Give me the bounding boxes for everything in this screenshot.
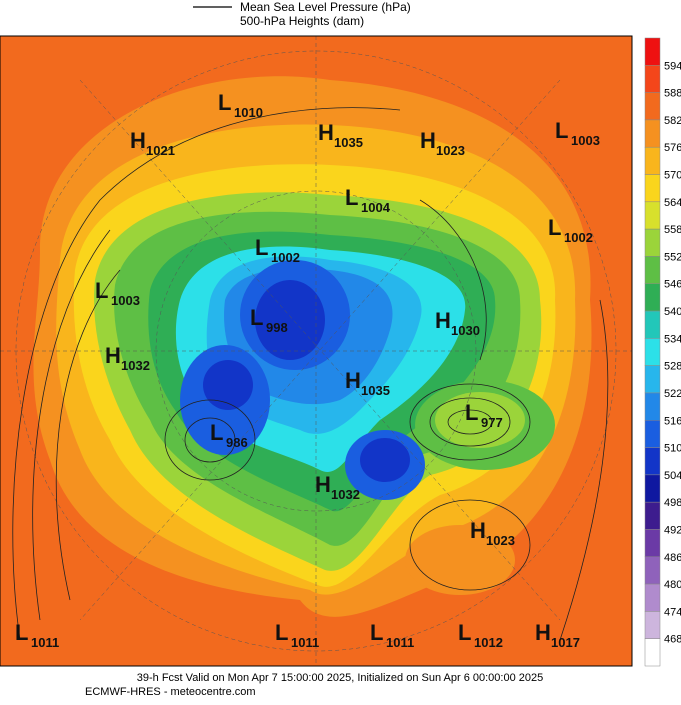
center-letter: L [218,90,231,115]
center-pressure: 1023 [436,143,465,158]
map-frame [0,35,633,667]
center-letter: L [465,400,478,425]
colorbar-swatch [644,420,661,448]
colorbar-tick-label: 594 [664,60,681,72]
colorbar-swatch [644,65,661,93]
colorbar-swatch [644,447,661,476]
colorbar-tick-label: 540 [664,306,681,318]
center-pressure: 1032 [331,487,360,502]
colorbar-tick-label: 486 [664,552,681,564]
colorbar-tick-label: 492 [664,524,681,536]
colorbar-tick-label: 546 [664,279,681,291]
center-letter: L [548,215,561,240]
colorbar-swatch [644,310,661,339]
colorbar-swatch [644,638,661,667]
colorbar-swatch [644,338,661,366]
map [0,36,632,666]
center-letter: H [535,620,551,645]
colorbar-tick-label: 510 [664,443,681,455]
center-letter: H [105,343,121,368]
colorbar-tick-label: 498 [664,497,681,509]
colorbar-swatch [644,174,661,203]
colorbar-swatch [644,228,661,257]
center-pressure: 1002 [271,250,300,265]
colorbar-swatch [644,474,661,503]
colorbar-swatch [644,611,661,639]
center-letter: H [318,120,334,145]
colorbar-tick-label: 558 [664,224,681,236]
center-pressure: 1021 [146,143,175,158]
colorbar-tick-label: 522 [664,388,681,400]
colorbar-tick-label: 564 [664,197,681,209]
center-letter: L [210,420,223,445]
center-pressure: 1010 [234,105,263,120]
center-pressure: 977 [481,415,503,430]
colorbar-tick-label: 480 [664,579,681,591]
legend-text: Mean Sea Level Pressure (hPa) [240,0,411,14]
colorbar-swatch [644,256,661,284]
center-letter: L [370,620,383,645]
colorbar-swatch [644,583,661,612]
colorbar-swatch [644,92,661,121]
center-pressure: 1011 [291,635,319,650]
colorbar-tick-label: 474 [664,606,681,618]
center-letter: L [15,620,28,645]
center-pressure: 1004 [361,200,391,215]
center-pressure: 986 [226,435,248,450]
colorbar-swatch [644,37,661,66]
center-letter: H [420,128,436,153]
colorbar-tick-label: 552 [664,251,681,263]
center-pressure: 1032 [121,358,150,373]
center-letter: L [250,305,263,330]
colorbar-tick-label: 468 [664,634,681,646]
colorbar-tick-label: 516 [664,415,681,427]
legend-text: 500-hPa Heights (dam) [240,14,364,28]
center-letter: L [458,620,471,645]
colorbar-tick-label: 576 [664,142,681,154]
colorbar-tick-label: 528 [664,361,681,373]
colorbar-tick-label: 534 [664,333,681,345]
center-letter: H [470,518,486,543]
center-pressure: 1023 [486,533,515,548]
center-pressure: 1011 [31,635,59,650]
colorbar-swatch [644,365,661,394]
center-pressure: 1003 [111,293,140,308]
colorbar-tick-label: 504 [664,470,681,482]
colorbar: 594 588 582 576 570 564 558 552 546 540 534 528 522 5… [644,37,681,667]
colorbar-swatch [644,501,661,530]
colorbar-swatch [644,146,661,175]
colorbar-swatch [644,556,661,585]
colorbar-swatch [644,119,661,148]
footer-text: ECMWF-HRES - meteocentre.com [85,686,256,698]
center-letter: L [95,278,108,303]
center-letter: L [555,118,568,143]
colorbar-tick-label: 582 [664,115,681,127]
center-letter: H [435,308,451,333]
center-pressure: 998 [266,320,288,335]
center-letter: H [130,128,146,153]
center-letter: H [345,368,361,393]
center-pressure: 1011 [386,635,414,650]
center-pressure: 1012 [474,635,503,650]
colorbar-tick-label: 570 [664,170,681,182]
center-pressure: 1017 [551,635,580,650]
center-pressure: 1035 [334,135,363,150]
center-pressure: 1003 [571,133,600,148]
center-letter: L [275,620,288,645]
colorbar-swatch [644,529,661,558]
center-pressure: 1030 [451,323,480,338]
center-letter: H [315,472,331,497]
center-letter: L [345,185,358,210]
colorbar-swatch [644,283,661,312]
colorbar-swatch [644,392,661,421]
center-pressure: 1035 [361,383,390,398]
center-pressure: 1002 [564,230,593,245]
footer-text: 39-h Fcst Valid on Mon Apr 7 15:00:00 20… [137,672,543,684]
colorbar-tick-label: 588 [664,88,681,100]
colorbar-swatch [644,201,661,230]
center-letter: L [255,235,268,260]
